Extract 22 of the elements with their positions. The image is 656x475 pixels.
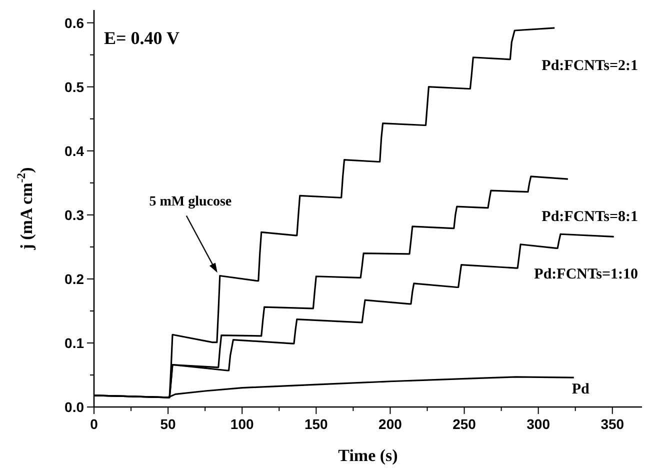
series-label: Pd:FCNTs=1:10 xyxy=(534,266,638,283)
x-tick-label: 300 xyxy=(526,416,550,432)
series-label: Pd xyxy=(572,382,590,398)
y-tick-label: 0.1 xyxy=(64,334,84,351)
y-tick-label: 0.5 xyxy=(64,78,84,95)
y-tick-label: 0.6 xyxy=(64,14,84,31)
annotation: 5 mM glucose xyxy=(149,194,232,210)
series-label: Pd:FCNTs=2:1 xyxy=(542,58,638,74)
annotation: E= 0.40 V xyxy=(104,28,180,48)
x-axis-title: Time (s) xyxy=(338,446,398,465)
x-tick-label: 250 xyxy=(452,416,476,432)
x-tick-label: 200 xyxy=(378,416,402,432)
x-tick-label: 50 xyxy=(160,416,176,432)
y-tick-label: 0.3 xyxy=(64,206,84,223)
y-tick-label: 0.2 xyxy=(64,270,84,287)
series-label: Pd:FCNTs=8:1 xyxy=(542,209,638,226)
x-tick-label: 150 xyxy=(304,416,328,432)
x-tick-label: 350 xyxy=(600,416,624,432)
y-tick-label: 0.0 xyxy=(64,399,84,415)
y-tick-label: 0.4 xyxy=(64,142,84,159)
x-tick-label: 0 xyxy=(90,416,98,432)
x-tick-label: 100 xyxy=(230,416,254,432)
